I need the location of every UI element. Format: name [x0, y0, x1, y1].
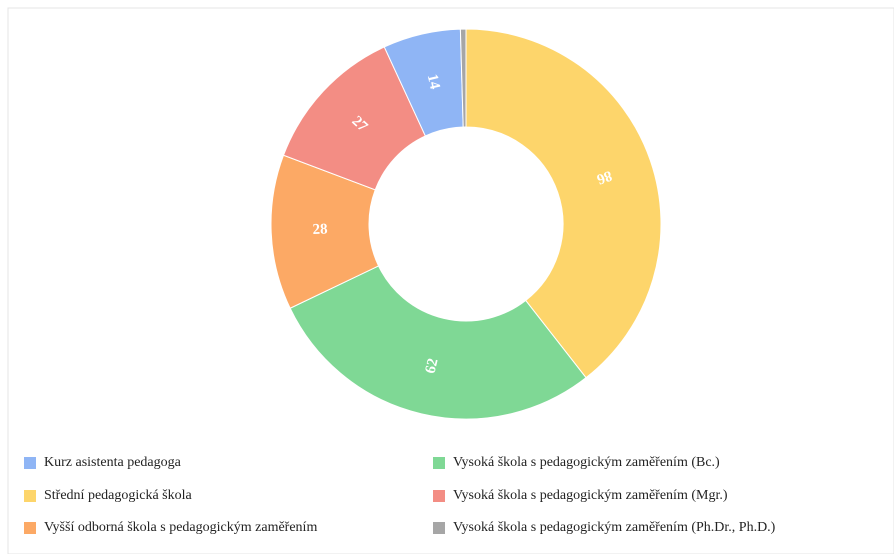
- value-label: 14: [424, 73, 443, 92]
- legend-swatch: [433, 522, 445, 534]
- legend-swatch: [433, 490, 445, 502]
- value-label: 28: [312, 221, 328, 238]
- legend-label: Vysoká škola s pedagogickým zaměřením (P…: [453, 520, 776, 535]
- legend-swatch: [433, 457, 445, 469]
- legend-label: Vysoká škola s pedagogickým zaměřením (B…: [453, 455, 720, 470]
- value-label: 86: [594, 167, 614, 187]
- slice: [465, 28, 662, 379]
- legend-swatch: [24, 522, 36, 534]
- legend-label: Vysoká škola s pedagogickým zaměřením (M…: [453, 488, 728, 503]
- legend-swatch: [24, 457, 36, 469]
- legend-label: Vyšší odborná škola s pedagogickým zaměř…: [44, 520, 317, 535]
- value-label: 62: [423, 357, 442, 375]
- legend-label: Kurz asistenta pedagoga: [44, 455, 182, 470]
- slice: [459, 28, 467, 128]
- slice: [289, 265, 587, 420]
- legend-swatch: [24, 490, 36, 502]
- legend-label: Střední pedagogická škola: [44, 488, 193, 503]
